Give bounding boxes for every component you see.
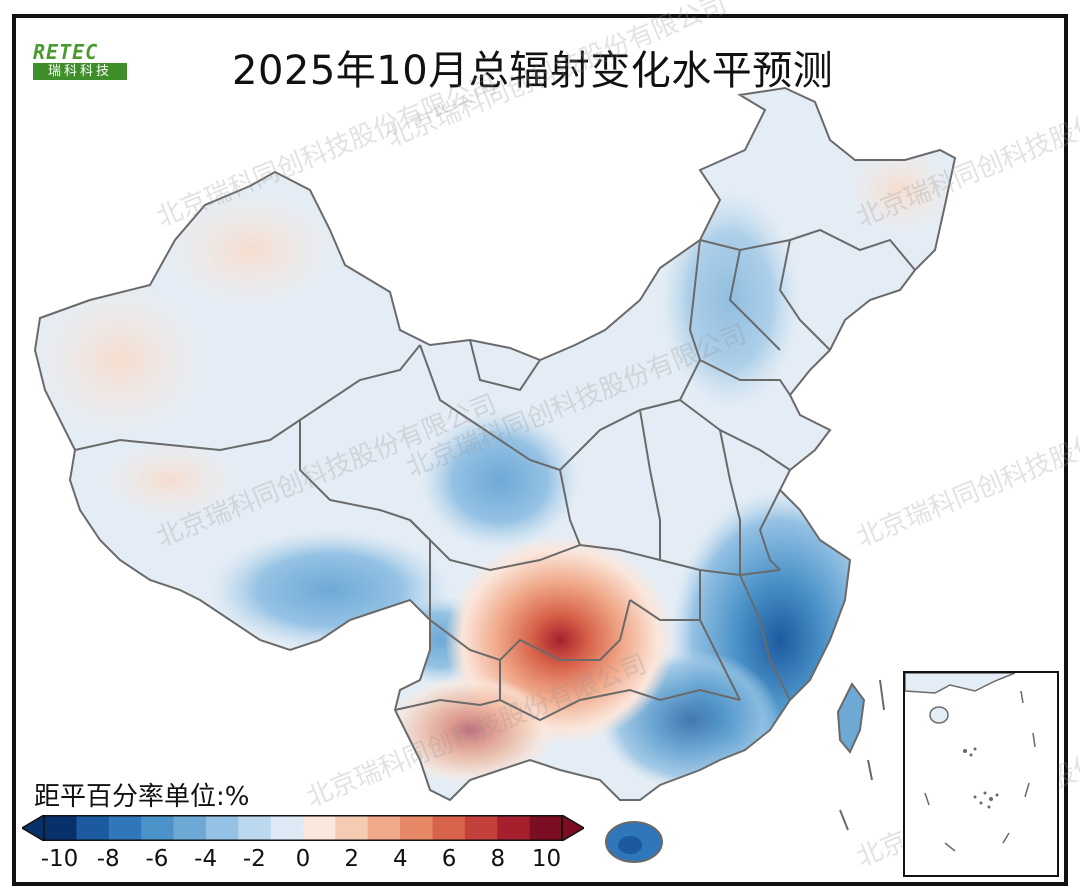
colorbar-segment — [432, 815, 466, 841]
colorbar-tick-label: 8 — [490, 846, 506, 872]
colorbar-segment — [464, 815, 498, 841]
colorbar-segment — [141, 815, 174, 841]
map-title: 2025年10月总辐射变化水平预测 — [232, 48, 834, 94]
colorbar-tick-label: -6 — [145, 846, 169, 872]
inset-map — [904, 672, 1036, 852]
colorbar-segment — [108, 815, 142, 841]
colorbar-tick-label: 10 — [531, 846, 562, 872]
province-borders — [33, 86, 957, 802]
logo-wordmark: RETEC — [33, 40, 99, 64]
colorbar-segment — [76, 815, 110, 841]
colorbar-segment — [400, 815, 433, 841]
colorbar-segment — [205, 815, 239, 841]
colorbar-segment — [367, 815, 401, 841]
colorbar-segment — [303, 815, 336, 841]
colorbar-segment — [270, 815, 304, 841]
colorbar-segment — [335, 815, 369, 841]
taiwan-island — [836, 682, 866, 754]
legend-colorbar — [22, 815, 584, 841]
colorbar-min-arrow — [22, 815, 45, 841]
colorbar-segment — [173, 815, 207, 841]
hainan-island — [605, 821, 663, 863]
legend-title: 距平百分率单位:% — [34, 782, 250, 812]
colorbar-tick-label: -4 — [194, 846, 218, 872]
logo-subtext: 瑞科科技 — [33, 63, 127, 80]
colorbar-tick-label: -8 — [96, 846, 120, 872]
colorbar-tick-label: -10 — [40, 846, 79, 872]
colorbar-segment — [497, 815, 531, 841]
company-logo: RETEC 瑞科科技 — [33, 42, 127, 82]
colorbar-segment — [238, 815, 272, 841]
colorbar-outline — [43, 815, 563, 841]
colorbar-tick-label: 0 — [295, 846, 311, 872]
colorbar-segment — [44, 815, 77, 841]
colorbar-tick-label: 6 — [441, 846, 457, 872]
colorbar-tick-label: 2 — [344, 846, 360, 872]
colorbar-segment — [529, 815, 563, 841]
colorbar-tick-label: 4 — [393, 846, 408, 872]
coastal-islands — [839, 679, 885, 831]
south-china-sea-inset — [903, 671, 1059, 877]
colorbar-tick-label: -2 — [242, 846, 266, 872]
colorbar-max-arrow — [561, 815, 584, 841]
